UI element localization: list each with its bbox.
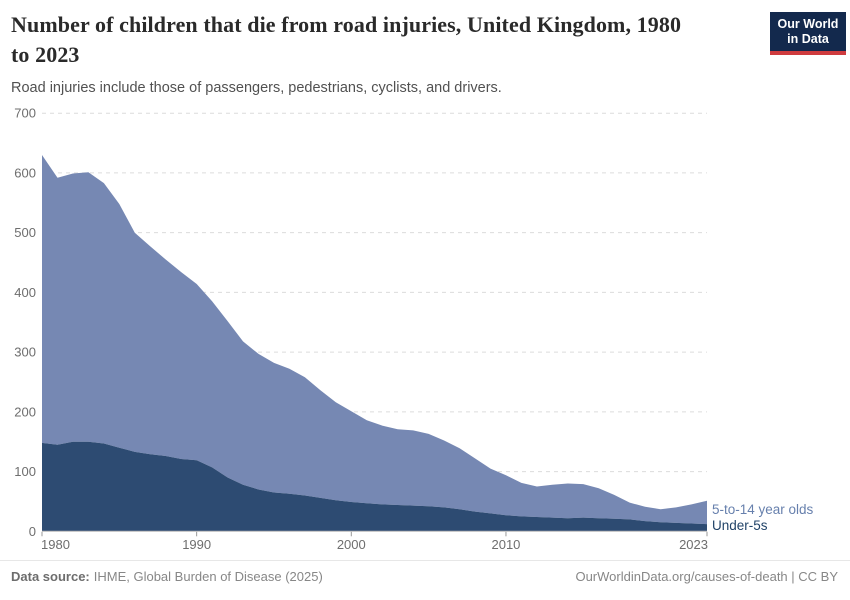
x-axis-tick-label-2023: 2023 — [679, 537, 708, 552]
owid-logo[interactable]: Our World in Data — [770, 12, 846, 55]
data-source-label: Data source: — [11, 569, 90, 584]
y-axis-tick-label-200: 200 — [14, 404, 36, 419]
x-axis-tick-label-1990: 1990 — [182, 537, 211, 552]
x-axis-tick-label-2000: 2000 — [337, 537, 366, 552]
area-5-to-14-year-olds[interactable] — [42, 155, 707, 525]
y-axis-tick-label-0: 0 — [29, 524, 36, 539]
x-axis-tick-label-2010: 2010 — [491, 537, 520, 552]
series-label-5-to-14[interactable]: 5-to-14 year olds — [712, 502, 814, 517]
y-axis-tick-label-400: 400 — [14, 285, 36, 300]
area-under-5s[interactable] — [42, 441, 707, 532]
y-axis-tick-label-600: 600 — [14, 165, 36, 180]
y-axis-tick-label-500: 500 — [14, 225, 36, 240]
owid-logo-red-stripe — [770, 51, 846, 55]
y-axis-tick-label-700: 700 — [14, 106, 36, 121]
series-label-under-5s[interactable]: Under-5s — [712, 518, 768, 533]
chart-title: Number of children that die from road in… — [11, 10, 756, 70]
footer-link[interactable]: OurWorldinData.org/causes-of-death | CC … — [575, 569, 838, 584]
x-axis-tick-label-1980: 1980 — [41, 537, 70, 552]
chart-title-line2: to 2023 — [11, 42, 80, 67]
chart-header: Number of children that die from road in… — [11, 10, 756, 98]
stacked-area-chart[interactable]: 0 100 200 300 400 500 600 700 1980 1990 2000 2010 20… — [0, 100, 850, 555]
y-axis-tick-label-300: 300 — [14, 345, 36, 360]
y-axis-tick-label-100: 100 — [14, 464, 36, 479]
data-source: Data source: IHME, Global Burden of Disea… — [11, 569, 323, 584]
owid-logo-text: Our World in Data — [770, 12, 846, 51]
chart-footer: Data source: IHME, Global Burden of Disea… — [0, 560, 850, 600]
chart-title-line1: Number of children that die from road in… — [11, 12, 682, 37]
chart-subtitle: Road injuries include those of passenger… — [11, 80, 502, 96]
data-source-text: IHME, Global Burden of Disease (2025) — [93, 569, 323, 584]
